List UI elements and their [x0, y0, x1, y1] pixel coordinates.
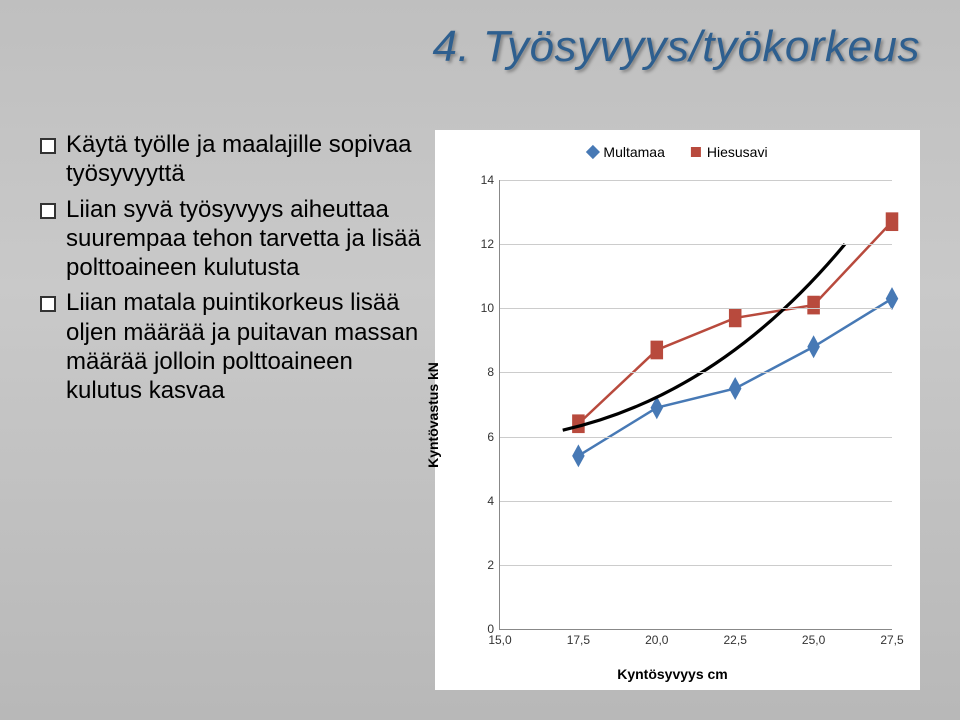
chart: Kyntövastus kN Kyntösyvyys cm 0246810121…: [445, 180, 900, 650]
chart-container: MultamaaHiesusavi Kyntövastus kN Kyntösy…: [435, 130, 920, 690]
plot-area: 0246810121415,017,520,022,525,027,5: [499, 180, 892, 630]
bullet-list: Käytä työlle ja maalajille sopivaa työsy…: [40, 130, 435, 690]
legend-label: Hiesusavi: [707, 144, 768, 160]
y-tick: 10: [481, 301, 494, 315]
x-axis-label: Kyntösyvyys cm: [445, 666, 900, 682]
gridline: [500, 372, 892, 373]
x-tick: 20,0: [645, 633, 668, 647]
y-tick: 2: [487, 558, 494, 572]
bullet-item: Liian syvä työsyvyys aiheuttaa suurempaa…: [40, 195, 425, 283]
bullet-item: Liian matala puintikorkeus lisää oljen m…: [40, 288, 425, 405]
x-tick: 15,0: [488, 633, 511, 647]
chart-lines: [500, 180, 892, 629]
gridline: [500, 308, 892, 309]
gridline: [500, 180, 892, 181]
bullet-item: Käytä työlle ja maalajille sopivaa työsy…: [40, 130, 425, 189]
x-tick: 27,5: [880, 633, 903, 647]
y-tick: 14: [481, 173, 494, 187]
legend-label: Multamaa: [603, 144, 664, 160]
gridline: [500, 565, 892, 566]
gridline: [500, 244, 892, 245]
legend: Multamaa Hiesusavi: [587, 144, 767, 160]
gridline: [500, 437, 892, 438]
y-tick: 8: [487, 365, 494, 379]
x-tick: 25,0: [802, 633, 825, 647]
legend-item: Hiesusavi: [691, 144, 768, 160]
legend-swatch: [585, 145, 599, 159]
x-tick: 17,5: [567, 633, 590, 647]
legend-item: Multamaa: [587, 144, 664, 160]
x-tick: 22,5: [724, 633, 747, 647]
content-row: Käytä työlle ja maalajille sopivaa työsy…: [40, 130, 920, 690]
gridline: [500, 501, 892, 502]
y-tick: 6: [487, 430, 494, 444]
y-tick: 12: [481, 237, 494, 251]
slide-title: 4. Työsyvyys/työkorkeus: [433, 22, 921, 72]
y-axis-label: Kyntövastus kN: [425, 362, 441, 468]
y-tick: 4: [487, 494, 494, 508]
legend-swatch: [691, 147, 701, 157]
